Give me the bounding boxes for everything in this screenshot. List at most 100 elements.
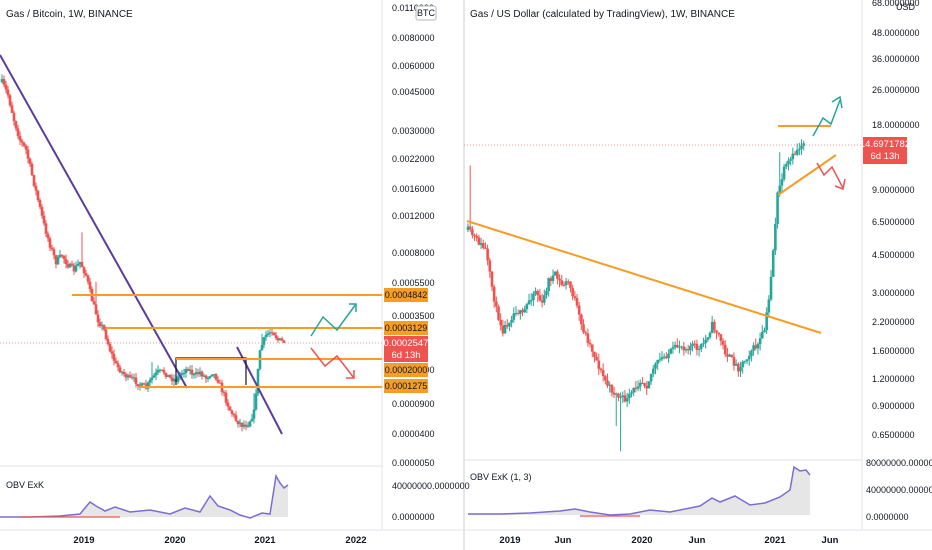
right-candle [787, 157, 790, 171]
candle-body [152, 375, 156, 378]
x-tick-label: 2020 [631, 535, 652, 546]
right-candle [499, 313, 502, 331]
candle-body [560, 280, 564, 285]
candle-body [36, 190, 40, 201]
candle-body [278, 338, 282, 341]
candle-body [774, 224, 777, 251]
left-candle [122, 368, 126, 377]
candle-body [667, 353, 670, 359]
left-candle [84, 269, 88, 277]
candle-body [50, 247, 54, 250]
left-currency-badge[interactable]: BTC [415, 5, 437, 21]
right-candle [734, 359, 738, 366]
right-candle [473, 233, 476, 241]
candle-body [118, 367, 122, 373]
right-candle [584, 330, 588, 336]
candle-body [586, 333, 590, 343]
right-candle [686, 344, 690, 355]
right-candle [695, 339, 699, 356]
left-candle [98, 318, 102, 329]
y-tick-label: 48.0000000 [872, 28, 920, 38]
candle-body [92, 301, 96, 305]
y-tick-label: 0.0003500 [392, 311, 435, 321]
left-time-axis[interactable]: 2019 2020 2021 2022 [73, 535, 366, 546]
right-price-axis[interactable]: 68.0000000 48.0000000 36.0000000 26.0000000… [872, 0, 920, 440]
left-candle [10, 101, 14, 114]
left-candle [66, 260, 70, 269]
x-tick-label: 2020 [164, 535, 185, 546]
candle-body [778, 185, 782, 193]
candle-body [240, 422, 244, 427]
candle-body [641, 382, 644, 384]
candle-body [713, 322, 716, 331]
right-candle [564, 277, 568, 290]
right-candle [750, 349, 753, 362]
candle-body [66, 263, 70, 268]
right-candle [699, 343, 703, 353]
candle-body [717, 332, 720, 335]
candle-body [737, 363, 740, 372]
candle-body [72, 265, 76, 272]
candle-body [595, 356, 598, 361]
right-candle [784, 161, 788, 169]
price-tag: 0.0003129 [384, 321, 428, 335]
arrow-head [834, 178, 846, 191]
candle-body [723, 344, 727, 355]
candle-body [625, 397, 629, 402]
right-candle [619, 392, 622, 452]
left-candle [280, 336, 284, 342]
left-price-axis[interactable]: 0.0110000 0.0080000 0.0060000 0.0045000 0.00… [392, 3, 435, 468]
candle-body [272, 332, 276, 336]
candle-body [510, 319, 513, 323]
left-candle [14, 120, 18, 132]
downtrend-line [0, 54, 188, 389]
left-candle [106, 335, 110, 346]
y-tick-label: 0.0016000 [392, 184, 435, 194]
candle-body [484, 247, 487, 249]
right-obv-indicator: 80000000.0000000 40000000.0000000 0.000000… [468, 458, 932, 522]
right-candle [671, 341, 675, 354]
candle-body [256, 368, 260, 394]
candle-body [146, 382, 150, 389]
left-candle [274, 331, 278, 341]
y-tick-label: 3.0000000 [872, 288, 915, 298]
candle-body [270, 332, 274, 334]
candle-body [164, 372, 168, 377]
candle-body [228, 406, 232, 411]
right-candle [593, 351, 596, 363]
right-currency-badge[interactable]: USD [896, 2, 916, 12]
right-candle [519, 309, 522, 320]
right-candle [608, 381, 611, 393]
y-tick-label: 0.0012000 [392, 211, 435, 221]
right-candle [689, 342, 692, 356]
candle-body [497, 306, 500, 320]
candle-body [128, 375, 132, 377]
candle-body [16, 128, 20, 136]
right-candle [488, 257, 492, 278]
candle-body [490, 271, 494, 287]
right-candle [730, 354, 734, 358]
candle-body [110, 351, 114, 354]
right-candle [765, 307, 768, 335]
y-tick-label: 1.6000000 [872, 346, 915, 356]
candle-body [516, 312, 520, 314]
candle-body [24, 145, 28, 150]
candle-body [680, 346, 683, 348]
candle-body [608, 384, 611, 386]
candle-body [752, 345, 755, 351]
left-candle [192, 373, 196, 379]
left-candle [152, 373, 156, 378]
left-candle [130, 373, 134, 380]
candle-body [132, 377, 136, 379]
candle-body [525, 304, 529, 310]
left-candle [262, 336, 266, 349]
right-time-axis[interactable]: 2019 Jun 2020 Jun 2021 Jun [499, 535, 838, 546]
left-candle [190, 364, 194, 379]
candle-body [46, 233, 50, 239]
candle-body [634, 387, 638, 389]
candle-body [466, 226, 470, 230]
candle-body [48, 238, 52, 248]
left-candle [16, 125, 20, 140]
candle-body [238, 422, 242, 425]
